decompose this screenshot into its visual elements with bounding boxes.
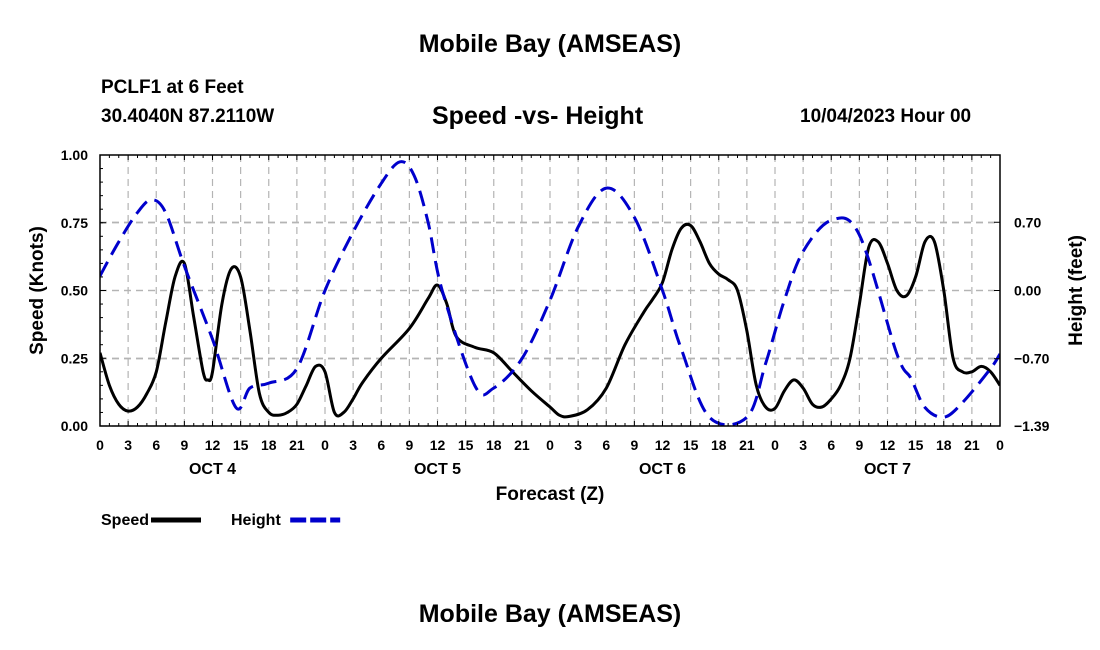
location-label: 30.4040N 87.2110W <box>101 106 275 127</box>
x-tick-label: 21 <box>289 437 305 453</box>
x-tick-label: 3 <box>124 437 132 453</box>
x-tick-label: 0 <box>771 437 779 453</box>
x-tick-label: 21 <box>514 437 530 453</box>
y-left-tick-label: 0.50 <box>61 283 88 299</box>
x-tick-label: 12 <box>205 437 221 453</box>
x-tick-label: 12 <box>655 437 671 453</box>
x-tick-label: 0 <box>96 437 104 453</box>
series-height-line <box>100 160 1000 426</box>
x-tick-label: 15 <box>233 437 249 453</box>
legend-label-height: Height <box>231 512 281 529</box>
legend: Speed Height <box>101 512 341 529</box>
day-label: OCT 7 <box>864 461 911 478</box>
series-speed-line <box>100 222 1000 419</box>
day-label: OCT 5 <box>414 461 461 478</box>
x-tick-label: 18 <box>486 437 502 453</box>
day-label: OCT 4 <box>189 461 236 478</box>
x-tick-label: 15 <box>458 437 474 453</box>
run-time-label: 10/04/2023 Hour 00 <box>800 106 972 127</box>
legend-label-speed: Speed <box>101 512 149 529</box>
page-title: Mobile Bay (AMSEAS) <box>418 30 682 58</box>
chart-title: Speed -vs- Height <box>432 102 644 130</box>
x-tick-label: 0 <box>996 437 1004 453</box>
grid-lines <box>100 155 1000 427</box>
y-left-tick-label: 1.00 <box>61 147 88 163</box>
x-tick-label: 9 <box>855 437 863 453</box>
y-right-tick-label: 0.00 <box>1014 283 1041 299</box>
x-tick-label: 3 <box>349 437 357 453</box>
y-right-tick-label: −1.39 <box>1014 418 1050 434</box>
y-left-tick-label: 0.00 <box>61 418 88 434</box>
x-tick-label: 12 <box>430 437 446 453</box>
y-axis-title-right: Height (feet) <box>1066 235 1087 346</box>
y-right-tick-label: −0.70 <box>1014 351 1050 367</box>
series-layer <box>100 160 1000 426</box>
x-tick-label: 6 <box>602 437 610 453</box>
x-tick-label: 21 <box>739 437 755 453</box>
axis-ticks <box>99 154 1001 427</box>
x-tick-label: 6 <box>827 437 835 453</box>
x-tick-label: 6 <box>152 437 160 453</box>
x-tick-label: 15 <box>683 437 699 453</box>
x-tick-label: 3 <box>799 437 807 453</box>
x-tick-label: 9 <box>630 437 638 453</box>
y-right-tick-label: 0.70 <box>1014 214 1041 230</box>
axis-labels: 0 3 6 9 12 15 18 21 0 3 6 9 12 15 18 21 0 3 6 9 12 15 18 21 0 3 6 9… <box>27 147 1087 505</box>
y-left-tick-label: 0.75 <box>61 215 88 231</box>
x-tick-label: 12 <box>880 437 896 453</box>
x-tick-label: 9 <box>180 437 188 453</box>
x-tick-label: 6 <box>377 437 385 453</box>
footer-title: Mobile Bay (AMSEAS) <box>418 600 682 628</box>
day-label: OCT 6 <box>639 461 686 478</box>
x-tick-label: 9 <box>405 437 413 453</box>
x-tick-label: 21 <box>964 437 980 453</box>
x-tick-label: 15 <box>908 437 924 453</box>
y-left-tick-label: 0.25 <box>61 350 88 366</box>
x-tick-label: 0 <box>546 437 554 453</box>
station-label: PCLF1 at 6 Feet <box>101 77 244 98</box>
x-tick-label: 3 <box>574 437 582 453</box>
x-tick-label: 18 <box>936 437 952 453</box>
y-axis-title-left: Speed (Knots) <box>27 226 48 355</box>
x-tick-label: 18 <box>711 437 727 453</box>
x-tick-label: 0 <box>321 437 329 453</box>
x-tick-label: 18 <box>261 437 277 453</box>
x-axis-title: Forecast (Z) <box>496 484 605 505</box>
